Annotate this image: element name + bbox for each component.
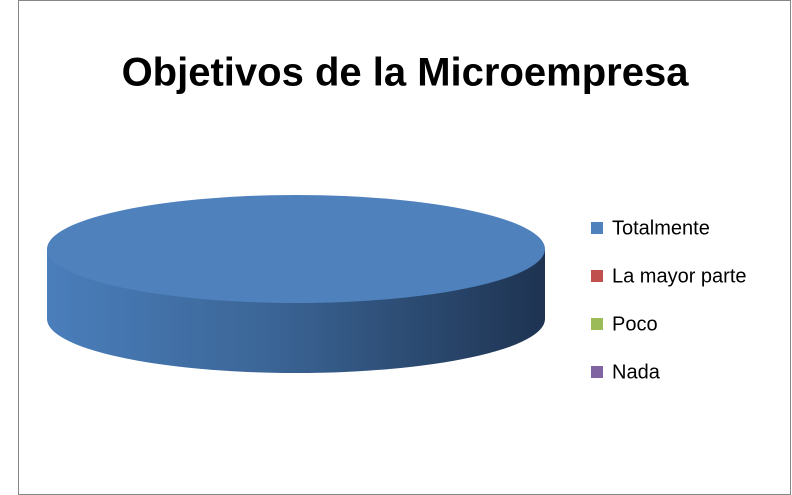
legend-swatch [591, 366, 603, 378]
legend-label: Totalmente [612, 217, 710, 239]
legend-label: Poco [612, 313, 658, 335]
chart-title: Objetivos de la Microempresa [122, 51, 690, 95]
legend-swatch [591, 318, 603, 330]
legend-swatch [591, 270, 603, 282]
legend-swatch [591, 222, 603, 234]
pie-slice [47, 195, 545, 303]
legend-label: Nada [612, 361, 661, 383]
legend-label: La mayor parte [612, 265, 747, 287]
